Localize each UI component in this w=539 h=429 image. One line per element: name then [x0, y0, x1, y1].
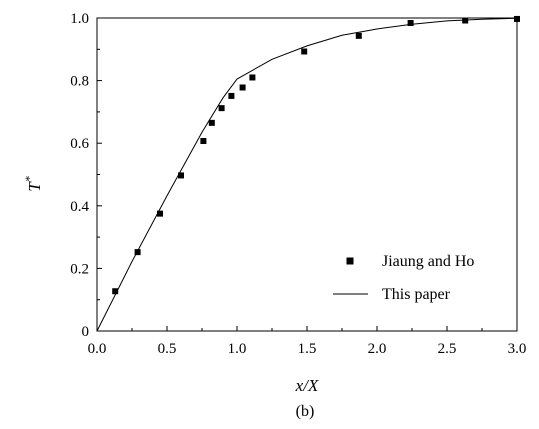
figure-caption: (b): [296, 403, 315, 420]
data-point-jiaung-and-ho: [239, 84, 246, 91]
legend-label-this-paper: This paper: [382, 286, 451, 303]
legend-label-jiaung-and-ho: Jiaung and Ho: [382, 253, 474, 270]
data-point-jiaung-and-ho: [157, 210, 163, 217]
y-tick-label: 1.0: [70, 11, 89, 27]
y-axis-title: T*: [22, 176, 44, 191]
tick-labels: 0.0 0.5 1.0 1.5 2.0 2.5 3.0 0 0.2 0.4 0.6 0.8 1.0: [70, 11, 526, 357]
series-line-this-paper: [96, 17, 518, 332]
y-tick-label: 0.4: [70, 199, 89, 215]
x-axis-title: x/X: [295, 376, 319, 395]
x-tick-label: 0.0: [88, 341, 107, 357]
data-point-jiaung-and-ho: [112, 288, 119, 295]
data-point-jiaung-and-ho: [200, 138, 207, 145]
y-tick-label: 0: [82, 324, 90, 340]
plot-frame: [96, 17, 518, 332]
y-tick-label: 0.6: [70, 136, 89, 152]
x-tick-label: 3.0: [508, 341, 527, 357]
y-axis-title-superscript: *: [22, 176, 36, 182]
data-point-jiaung-and-ho: [407, 20, 414, 27]
data-point-jiaung-and-ho: [249, 74, 256, 81]
data-point-jiaung-and-ho: [228, 92, 235, 99]
data-point-jiaung-and-ho: [462, 17, 469, 24]
y-axis-title-main: T: [25, 181, 44, 192]
data-point-jiaung-and-ho: [301, 48, 308, 55]
y-tick-label: 0.2: [70, 261, 89, 277]
x-tick-label: 1.0: [228, 341, 247, 357]
data-point-jiaung-and-ho: [355, 32, 362, 39]
series-layer: [96, 15, 520, 332]
legend-marker-jiaung-and-ho: [346, 257, 354, 265]
y-tick-label: 0.8: [70, 74, 89, 90]
data-point-jiaung-and-ho: [208, 119, 215, 126]
x-tick-label: 0.5: [158, 341, 177, 357]
x-tick-label: 1.5: [298, 341, 317, 357]
x-tick-label: 2.5: [438, 341, 457, 357]
x-tick-label: 2.0: [368, 341, 387, 357]
data-point-jiaung-and-ho: [218, 105, 225, 112]
legend: Jiaung and Ho This paper: [333, 253, 474, 303]
axes: [96, 17, 518, 332]
data-point-jiaung-and-ho: [514, 15, 520, 22]
data-point-jiaung-and-ho: [178, 172, 184, 179]
data-point-jiaung-and-ho: [134, 249, 141, 256]
